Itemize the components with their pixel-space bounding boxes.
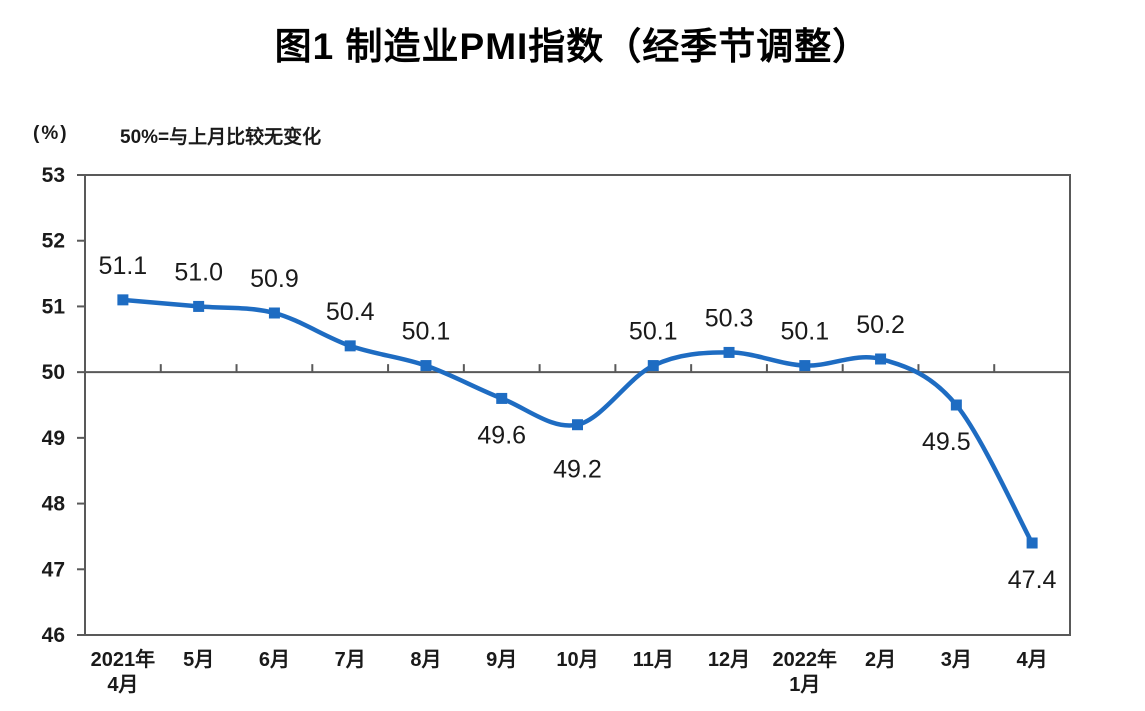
data-point-label: 50.1 bbox=[402, 318, 451, 346]
chart-title: 图1 制造业PMI指数（经季节调整） bbox=[274, 26, 871, 67]
y-axis-tick-label: 51 bbox=[42, 295, 66, 318]
x-axis-label: 11月 bbox=[633, 649, 674, 671]
data-point-marker bbox=[723, 346, 735, 358]
data-point-label: 49.6 bbox=[477, 421, 526, 449]
x-axis-label: 5月 bbox=[183, 649, 214, 671]
x-axis-label: 3月 bbox=[941, 649, 972, 671]
x-axis-label: 2月 bbox=[865, 649, 896, 671]
x-axis-label: 4月 bbox=[1017, 649, 1048, 671]
data-point-marker bbox=[950, 399, 962, 411]
x-axis-label: 9月 bbox=[486, 649, 517, 671]
y-axis-tick-label: 52 bbox=[42, 230, 65, 253]
data-point-marker bbox=[344, 340, 356, 352]
x-axis-label: 2022年 1月 bbox=[773, 647, 838, 696]
y-axis-tick-label: 46 bbox=[42, 624, 65, 647]
data-point-label: 50.3 bbox=[705, 304, 754, 332]
data-point-label: 50.1 bbox=[780, 318, 829, 346]
data-point-label: 47.4 bbox=[1008, 566, 1057, 594]
y-axis-tick-label: 53 bbox=[42, 164, 65, 187]
data-point-label: 50.4 bbox=[326, 298, 375, 326]
data-point-marker bbox=[647, 360, 659, 372]
data-point-marker bbox=[496, 392, 508, 404]
data-point-label: 51.1 bbox=[99, 252, 148, 280]
x-axis-label: 2021年 4月 bbox=[91, 647, 156, 696]
x-axis-label: 8月 bbox=[410, 649, 441, 671]
data-point-label: 51.0 bbox=[174, 258, 223, 286]
plot-area-border bbox=[84, 174, 1071, 636]
data-point-marker bbox=[420, 360, 432, 372]
y-axis-tick-label: 50 bbox=[42, 361, 65, 384]
x-axis-label: 10月 bbox=[556, 649, 598, 671]
reference-line-note: 50%=与上月比较无变化 bbox=[120, 127, 322, 148]
y-axis-tick-label: 49 bbox=[42, 427, 65, 450]
data-point-marker bbox=[799, 360, 811, 372]
data-point-label: 49.2 bbox=[553, 456, 602, 484]
data-point-marker bbox=[268, 307, 280, 319]
data-point-label: 49.5 bbox=[922, 428, 971, 456]
x-axis-label: 7月 bbox=[335, 649, 366, 671]
x-axis-label: 12月 bbox=[708, 649, 750, 671]
y-axis-tick-label: 48 bbox=[42, 493, 66, 516]
data-point-marker bbox=[117, 294, 129, 306]
data-point-label: 50.1 bbox=[629, 318, 678, 346]
y-axis-unit-label: (%) bbox=[33, 123, 69, 144]
data-point-marker bbox=[875, 353, 887, 365]
data-point-label: 50.2 bbox=[856, 311, 905, 339]
data-point-label: 50.9 bbox=[250, 265, 299, 293]
data-point-marker bbox=[572, 419, 583, 431]
y-axis-tick-label: 47 bbox=[42, 558, 65, 581]
data-point-marker bbox=[193, 300, 205, 312]
x-axis-label: 6月 bbox=[259, 649, 290, 671]
data-point-marker bbox=[1026, 537, 1038, 549]
